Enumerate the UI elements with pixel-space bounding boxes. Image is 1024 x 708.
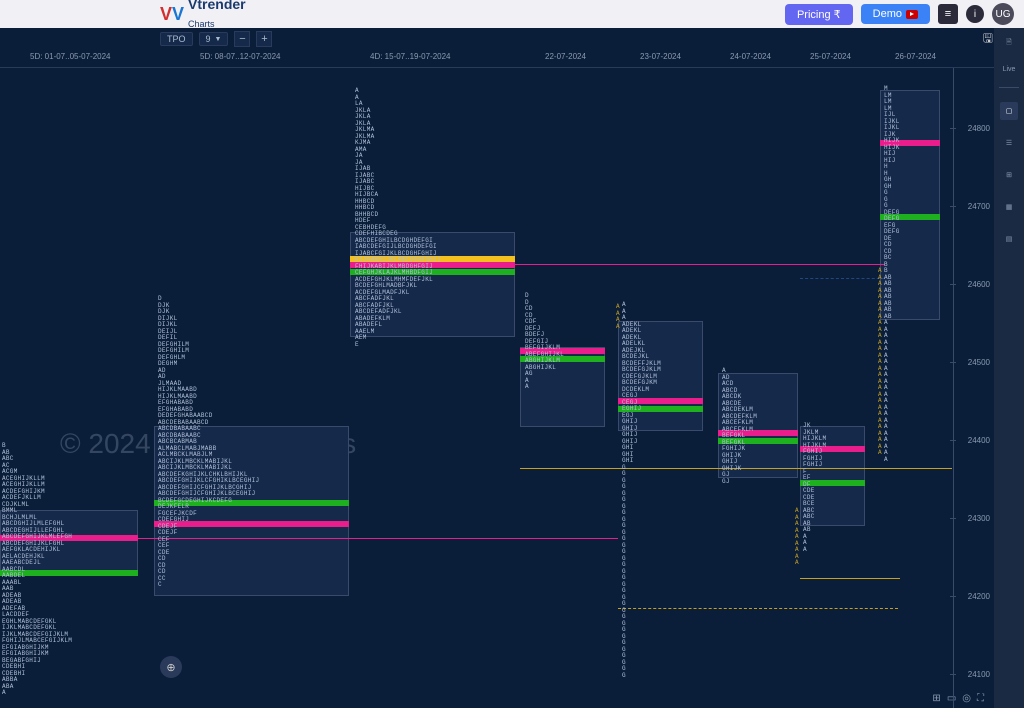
y-tick-label: 24400 — [968, 436, 990, 445]
chart-area: © 2024 Vtrender Charts 24800247002460024… — [0, 68, 994, 708]
apps-icon[interactable]: ⊞ — [1000, 166, 1018, 184]
grid-icon[interactable]: ⊞ — [932, 693, 940, 704]
list-icon[interactable]: ≡ — [938, 4, 958, 24]
date-label: 5D: 01-07..05-07-2024 — [30, 52, 111, 61]
header-actions: Pricing ₹ Demo ≡ i UG — [785, 3, 1014, 25]
y-tick-label: 24200 — [968, 592, 990, 601]
y-tick-label: 24700 — [968, 202, 990, 211]
y-axis: 24800 24700 24600 24500 24400 24300 24200 24100 — [954, 68, 994, 708]
date-header: 5D: 01-07..05-07-2024 5D: 08-07..12-07-20… — [0, 50, 1024, 68]
target-icon[interactable]: ◎ — [962, 693, 971, 704]
level-line — [800, 578, 900, 579]
square-icon[interactable]: ▢ — [1000, 102, 1018, 120]
info-icon[interactable]: i — [966, 5, 984, 23]
crosshair-button[interactable]: ⊕ — [160, 656, 182, 678]
date-label: 4D: 15-07..19-07-2024 — [370, 52, 451, 61]
date-label: 25-07-2024 — [810, 52, 851, 61]
tpo-profile: D D CD CD CDF DEFJ BDEFJ DEFGIJ BEFGIJKL… — [525, 293, 564, 391]
date-label: 26-07-2024 — [895, 52, 936, 61]
y-tick-label: 24600 — [968, 280, 990, 289]
y-tick-label: 24100 — [968, 670, 990, 679]
avatar[interactable]: UG — [992, 3, 1014, 25]
tpo-profile: A A A ADEKL ADEKL ADEKL ADELKL ADEJKL BC… — [622, 302, 661, 679]
logo-icon: VV — [160, 4, 184, 25]
ruler-icon[interactable]: ▭ — [947, 693, 956, 704]
tpo-profile: JK JKLM HIJKLM HIJKLM FGHIJ FGHIJ FGHIJ … — [803, 423, 826, 553]
y-tick-label: 24500 — [968, 358, 990, 367]
date-label: 22-07-2024 — [545, 52, 586, 61]
pricing-button[interactable]: Pricing ₹ — [785, 4, 853, 25]
y-tick-label: 24800 — [968, 124, 990, 133]
fullscreen-icon[interactable]: ⛶ — [977, 693, 984, 704]
tpo-profile: A A LA JKLA JKLA JKLA JKLMA JKLMA KJMA A… — [355, 88, 441, 348]
tpo-profile: B AB ABC AC ACGM ACEGHIJKLLM ACEGHIJKLLM… — [2, 443, 72, 697]
bottom-toolbar: ⊞ ▭ ◎ ⛶ — [932, 693, 984, 704]
header: VV Vtrender Charts Pricing ₹ Demo ≡ i UG — [0, 0, 1024, 28]
tpo-profile: D DJK DJK DIJKL DIJKL DEIJL DEFIL DEFGHI… — [158, 296, 259, 589]
level-line — [800, 278, 885, 279]
live-label: Live — [1003, 66, 1016, 73]
tpo-profile: M LM LM LM IJL IJKL IJKL IJK HIJK HIJK H… — [884, 86, 900, 463]
toolbar: TPO 9 ▼ − + 🖫 🕮 — [0, 28, 1024, 50]
columns-icon[interactable]: ▦ — [1000, 198, 1018, 216]
date-label: 23-07-2024 — [640, 52, 681, 61]
brand-name: Vtrender — [188, 0, 246, 12]
date-label: 5D: 08-07..12-07-2024 — [200, 52, 281, 61]
save-icon[interactable]: 🖫 — [983, 29, 993, 50]
level-line — [515, 264, 885, 265]
logo: VV Vtrender Charts — [160, 0, 246, 32]
demo-button[interactable]: Demo — [861, 4, 930, 24]
plus-button[interactable]: + — [256, 31, 272, 47]
doc-icon[interactable]: 🗎 — [1000, 34, 1018, 52]
tpo-dropdown[interactable]: TPO — [160, 32, 193, 46]
bars-icon[interactable]: ☰ — [1000, 134, 1018, 152]
y-tick-label: 24300 — [968, 514, 990, 523]
brand-sub: Charts — [188, 19, 215, 29]
table-icon[interactable]: ▤ — [1000, 230, 1018, 248]
tpo-profile: A AD ACD ABCD ABCDK ABCDE ABCDEKLM ABCDE… — [722, 368, 757, 485]
size-dropdown[interactable]: 9 ▼ — [199, 32, 229, 46]
sidebar-right: 🗎 Live ▢ ☰ ⊞ ▦ ▤ — [994, 28, 1024, 708]
minus-button[interactable]: − — [234, 31, 250, 47]
date-label: 24-07-2024 — [730, 52, 771, 61]
